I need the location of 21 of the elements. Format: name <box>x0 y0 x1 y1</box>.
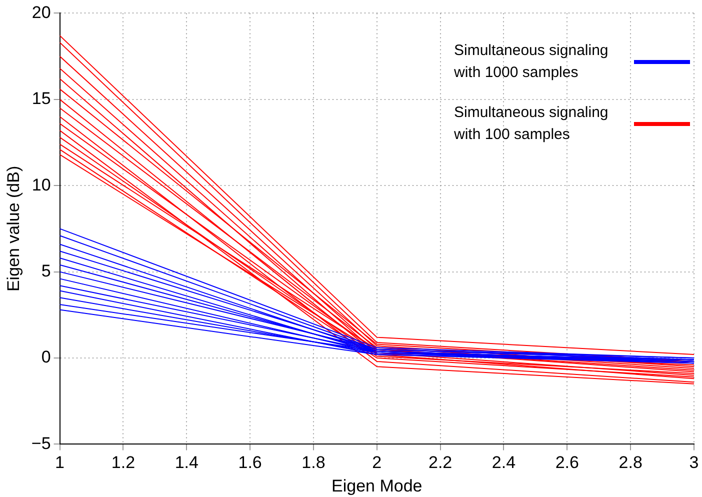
y-tick-label: 0 <box>41 348 51 367</box>
x-tick-label: 1.8 <box>302 453 326 472</box>
y-tick-label: 10 <box>32 175 51 194</box>
x-tick-label: 3 <box>689 453 699 472</box>
x-tick-label: 1.6 <box>238 453 262 472</box>
x-tick-label: 2 <box>372 453 382 472</box>
y-axis-title: Eigen value (dB) <box>4 166 23 292</box>
x-tick-label: 1.4 <box>174 453 198 472</box>
legend-label: Simultaneous signaling with 100 samples <box>454 103 610 145</box>
legend-label: Simultaneous signaling with 1000 samples <box>454 41 610 83</box>
x-tick-label: 1.2 <box>111 453 136 472</box>
x-axis-title: Eigen Mode <box>332 476 422 496</box>
y-tick-label: −5 <box>31 434 51 453</box>
x-tick-label: 2.8 <box>618 453 642 472</box>
x-tick-label: 1 <box>55 453 65 472</box>
y-tick-label: 20 <box>32 2 51 22</box>
x-tick-label: 2.4 <box>492 453 516 472</box>
y-tick-label: 15 <box>32 89 51 108</box>
x-tick-label: 2.2 <box>428 453 452 472</box>
y-tick-label: 5 <box>41 261 51 280</box>
x-tick-label: 2.6 <box>555 453 579 472</box>
